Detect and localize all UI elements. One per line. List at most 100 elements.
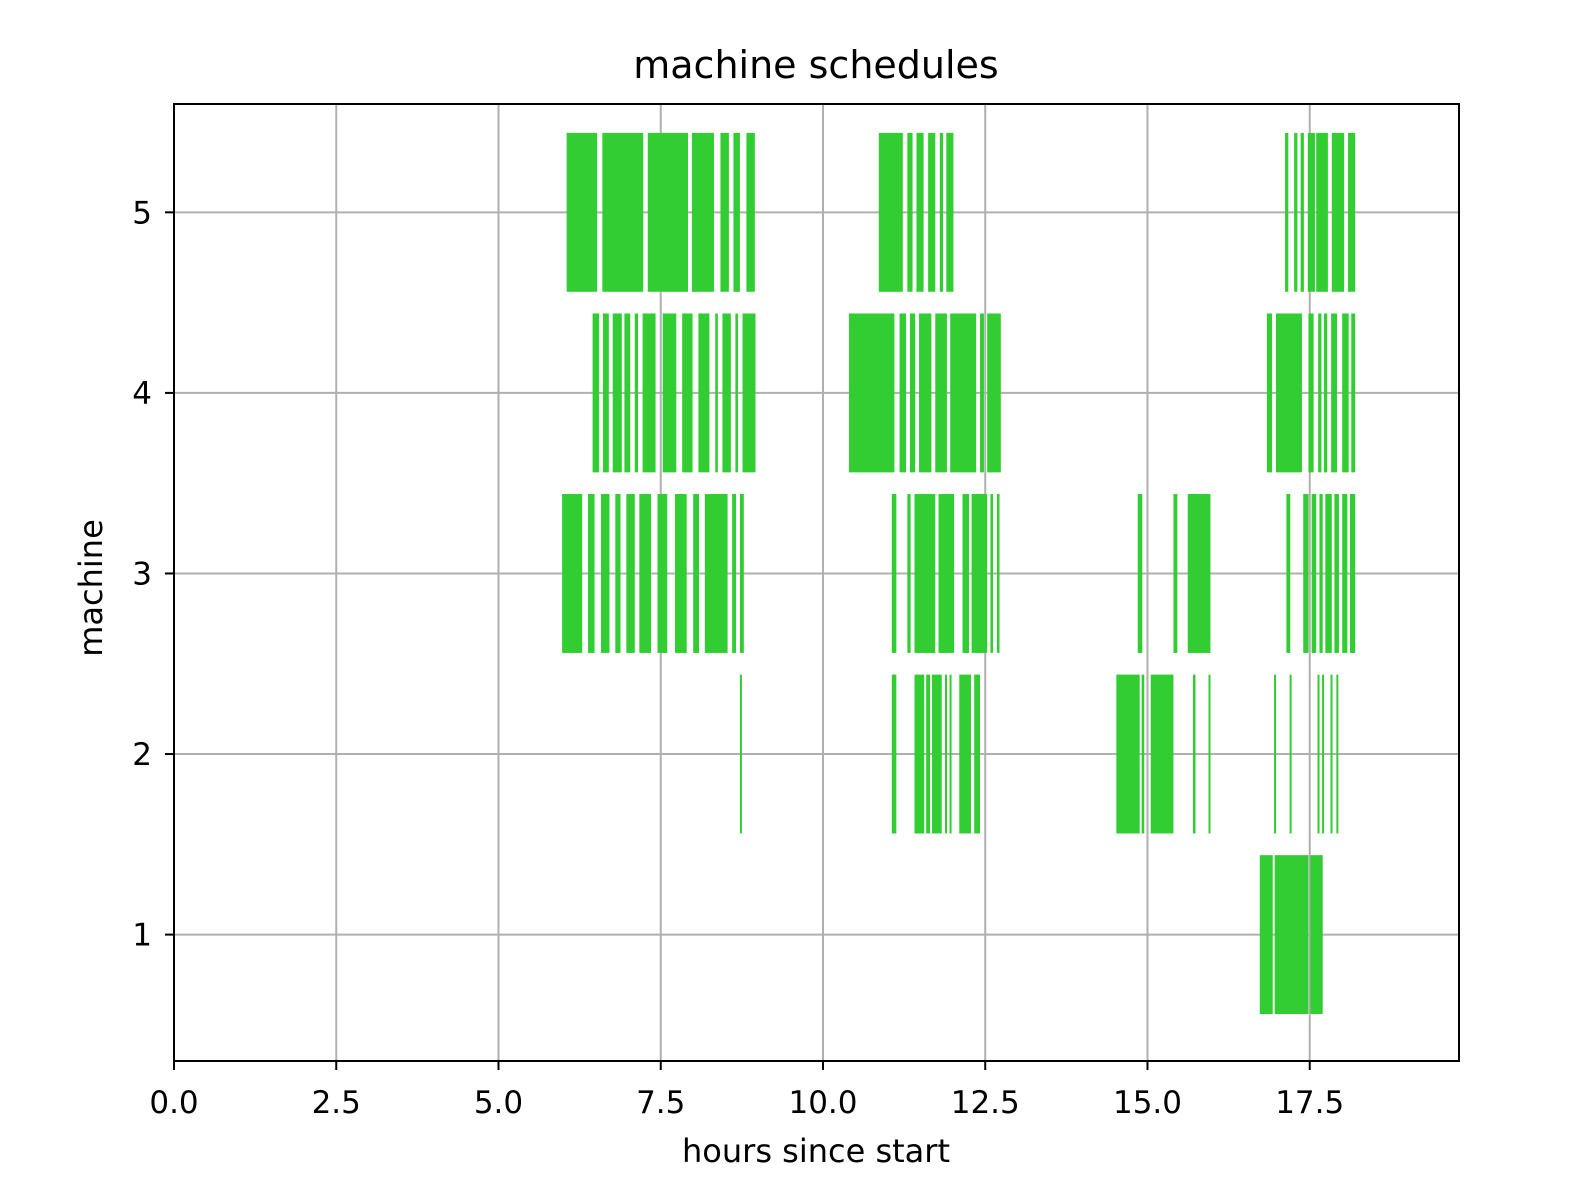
schedule-bar-machine-4 xyxy=(1342,313,1349,473)
schedule-bar-machine-4 xyxy=(1318,313,1322,473)
schedule-bar-machine-3 xyxy=(907,494,911,653)
schedule-bar-machine-4 xyxy=(715,313,718,473)
schedule-bar-machine-3 xyxy=(914,494,936,653)
schedule-bar-machine-4 xyxy=(642,313,656,473)
schedule-bar-machine-3 xyxy=(588,494,595,653)
y-tick-label: 4 xyxy=(132,376,152,412)
schedule-bar-machine-4 xyxy=(602,313,609,473)
schedule-bar-machine-5 xyxy=(1316,132,1328,292)
schedule-bar-machine-3 xyxy=(626,494,635,653)
x-tick-label: 10.0 xyxy=(788,1085,857,1121)
x-tick-label: 0.0 xyxy=(149,1085,198,1121)
schedule-bar-machine-2 xyxy=(1330,674,1333,834)
schedule-bar-machine-2 xyxy=(1150,674,1174,834)
schedule-bar-machine-2 xyxy=(945,674,947,834)
axes-frame xyxy=(173,103,1460,1062)
schedule-bar-machine-5 xyxy=(946,132,954,292)
schedule-bar-machine-5 xyxy=(878,132,903,292)
schedule-bar-machine-4 xyxy=(1266,313,1273,473)
schedule-bar-machine-3 xyxy=(971,494,988,653)
schedule-bar-machine-3 xyxy=(1334,494,1339,653)
ticks-layer: 0.0 2.5 5.0 7.5 10.0 12.5 15.0 17.5 1 2 3 4 5 xyxy=(132,195,1344,1121)
schedule-bar-machine-2 xyxy=(1317,674,1320,834)
schedule-bar-machine-3 xyxy=(1137,494,1143,653)
schedule-bar-machine-1 xyxy=(1259,855,1273,1015)
schedule-bar-machine-5 xyxy=(1348,132,1356,292)
schedule-bar-machine-2 xyxy=(1141,674,1145,834)
schedule-bar-machine-3 xyxy=(938,494,955,653)
schedule-bar-machine-3 xyxy=(693,494,700,653)
x-tick-label: 5.0 xyxy=(474,1085,523,1121)
schedule-bar-machine-2 xyxy=(1274,674,1277,834)
schedule-bar-machine-4 xyxy=(1351,313,1356,473)
schedule-bar-machine-4 xyxy=(662,313,677,473)
schedule-bar-machine-5 xyxy=(907,132,913,292)
schedule-bar-machine-4 xyxy=(987,313,1001,473)
schedule-bar-machine-4 xyxy=(980,313,984,473)
x-tick-label: 15.0 xyxy=(1113,1085,1182,1121)
schedule-bar-machine-4 xyxy=(919,313,932,473)
schedule-bar-machine-2 xyxy=(932,674,942,834)
chart-title: machine schedules xyxy=(633,43,998,87)
schedule-bar-machine-4 xyxy=(634,313,639,473)
schedule-bar-machine-3 xyxy=(615,494,621,653)
schedule-bar-machine-4 xyxy=(935,313,947,473)
schedule-bar-machine-2 xyxy=(1192,674,1196,834)
schedule-bar-machine-4 xyxy=(682,313,693,473)
schedule-bar-machine-1 xyxy=(1310,855,1323,1015)
schedule-bar-machine-3 xyxy=(1286,494,1291,653)
schedule-bar-machine-4 xyxy=(735,313,738,473)
schedule-bar-machine-4 xyxy=(899,313,907,473)
schedule-bar-machine-3 xyxy=(704,494,728,653)
schedule-bar-machine-5 xyxy=(720,132,729,292)
schedule-bar-machine-1 xyxy=(1274,855,1309,1015)
schedule-bar-machine-3 xyxy=(601,494,610,653)
x-tick-label: 7.5 xyxy=(636,1085,685,1121)
schedule-bar-machine-4 xyxy=(722,313,731,473)
schedule-bar-machine-5 xyxy=(1307,132,1315,292)
schedule-bar-machine-3 xyxy=(739,494,744,653)
x-tick-label: 12.5 xyxy=(951,1085,1020,1121)
schedule-bar-machine-3 xyxy=(1173,494,1178,653)
schedule-bar-machine-3 xyxy=(1325,494,1332,653)
schedule-bar-machine-2 xyxy=(1336,674,1339,834)
schedule-bar-machine-3 xyxy=(962,494,970,653)
schedule-bar-machine-2 xyxy=(739,674,742,834)
x-tick-label: 17.5 xyxy=(1275,1085,1344,1121)
schedule-bar-machine-5 xyxy=(647,132,688,292)
schedule-bar-machine-3 xyxy=(639,494,652,653)
y-tick-label: 5 xyxy=(132,195,152,231)
schedule-bar-machine-2 xyxy=(1289,674,1292,834)
schedule-bar-machine-3 xyxy=(996,494,1000,653)
schedule-bar-machine-3 xyxy=(732,494,737,653)
schedule-bar-machine-4 xyxy=(1324,313,1328,473)
schedule-bar-machine-4 xyxy=(742,313,756,473)
schedule-bar-machine-5 xyxy=(939,132,944,292)
schedule-bar-machine-2 xyxy=(1208,674,1211,834)
schedule-bar-machine-2 xyxy=(1322,674,1325,834)
schedule-bar-machine-3 xyxy=(1342,494,1348,653)
schedule-bar-machine-3 xyxy=(657,494,668,653)
schedule-bar-machine-3 xyxy=(1319,494,1323,653)
schedule-bar-machine-3 xyxy=(1311,494,1317,653)
y-axis-label: machine xyxy=(72,519,110,657)
schedule-bar-machine-2 xyxy=(949,674,952,834)
schedule-bar-machine-4 xyxy=(612,313,622,473)
schedule-bar-machine-2 xyxy=(974,674,981,834)
schedule-bar-machine-5 xyxy=(691,132,714,292)
schedule-bar-machine-5 xyxy=(602,132,644,292)
schedule-bar-machine-5 xyxy=(733,132,740,292)
schedule-bar-machine-5 xyxy=(1331,132,1345,292)
schedule-bar-machine-4 xyxy=(1331,313,1337,473)
schedule-bar-machine-5 xyxy=(746,132,755,292)
schedule-bar-machine-5 xyxy=(928,132,936,292)
schedule-bar-machine-3 xyxy=(1349,494,1356,653)
bars-layer xyxy=(562,132,1356,1015)
schedule-bar-machine-3 xyxy=(1303,494,1309,653)
schedule-bar-machine-4 xyxy=(592,313,600,473)
schedule-bar-machine-4 xyxy=(1275,313,1302,473)
schedule-bar-machine-3 xyxy=(990,494,994,653)
y-tick-label: 1 xyxy=(132,918,152,954)
y-tick-label: 2 xyxy=(132,737,152,773)
